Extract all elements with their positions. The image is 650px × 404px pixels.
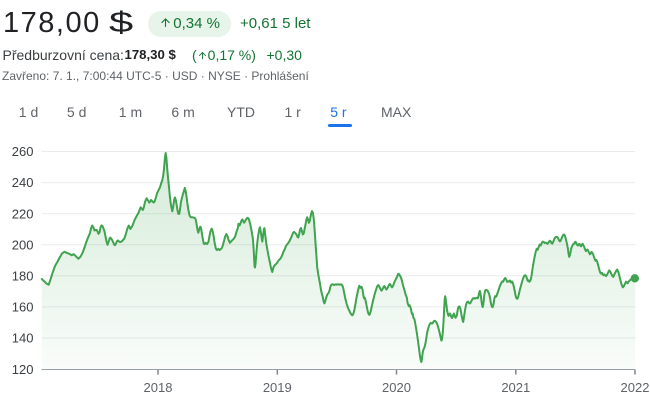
svg-text:2020: 2020 — [382, 380, 411, 395]
svg-text:120: 120 — [12, 362, 34, 377]
svg-text:2019: 2019 — [263, 380, 292, 395]
svg-text:180: 180 — [12, 268, 34, 283]
svg-text:260: 260 — [12, 144, 34, 159]
svg-text:2018: 2018 — [144, 380, 173, 395]
svg-text:200: 200 — [12, 237, 34, 252]
svg-text:2022: 2022 — [621, 380, 650, 395]
svg-text:160: 160 — [12, 300, 34, 315]
svg-text:140: 140 — [12, 331, 34, 346]
svg-text:240: 240 — [12, 175, 34, 190]
svg-text:220: 220 — [12, 206, 34, 221]
svg-text:2021: 2021 — [501, 380, 530, 395]
